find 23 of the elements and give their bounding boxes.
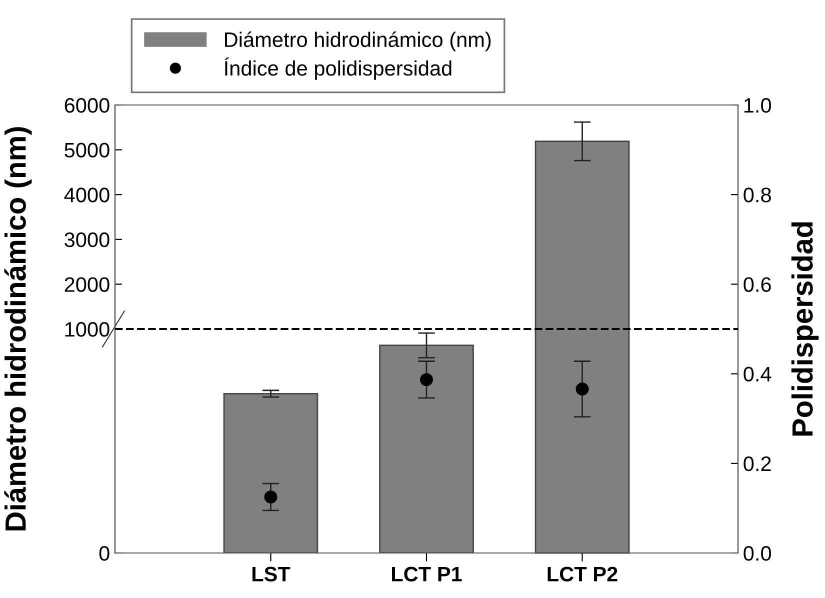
y-tick-label: 6000 <box>64 98 110 113</box>
x-tick-label: LCT P1 <box>392 566 462 582</box>
y2-tick-label: 1.0 <box>744 98 772 113</box>
point <box>420 373 434 386</box>
y-tick-label: 2000 <box>64 277 110 292</box>
point <box>264 490 278 504</box>
y-tick-label: 4000 <box>64 188 110 202</box>
y-tick-label: 0 <box>99 546 110 561</box>
y2-tick-label: 0.6 <box>744 277 771 292</box>
legend-label: Índice de polidispersidad <box>224 57 452 80</box>
y2-tick-label: 0.0 <box>744 546 772 561</box>
x-tick-label: LCT P2 <box>548 566 618 582</box>
y2-tick-label: 0.2 <box>744 456 771 472</box>
y-tick-label: 5000 <box>64 142 110 158</box>
y2-axis-title: Polidispersidad <box>791 222 819 436</box>
y-tick-label: 1000 <box>65 322 110 337</box>
point <box>576 382 589 396</box>
legend-label: Diámetro hidrodinámico (nm) <box>225 32 491 52</box>
x-tick-label: LST <box>252 566 290 582</box>
y2-tick-label: 0.8 <box>744 188 771 202</box>
y-axis-title: Diámetro hidrodinámico (nm) <box>4 127 32 530</box>
y-tick-label: 3000 <box>64 232 110 248</box>
y2-tick-label: 0.4 <box>744 366 772 382</box>
